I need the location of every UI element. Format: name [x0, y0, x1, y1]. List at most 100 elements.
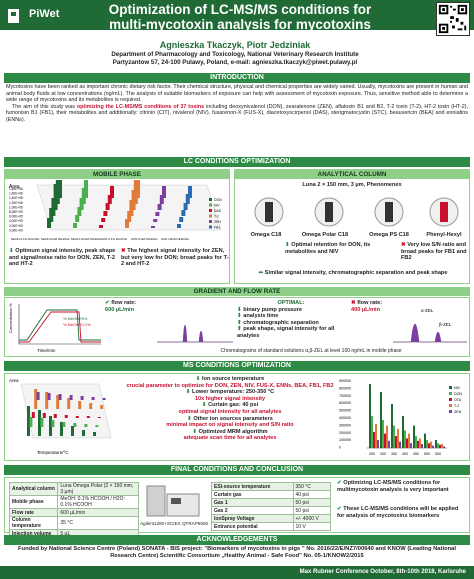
section-ack: ACKNOWLEDGEMENTS	[4, 535, 470, 545]
table-key: Gas 1	[211, 498, 294, 507]
bar	[107, 195, 112, 204]
analytical-column-panel: ANALYTICAL COLUMN Luna 2 × 150 mm, 3 µm,…	[234, 169, 470, 284]
ms-note-2-detail: 10x higher signal intensity	[194, 395, 266, 402]
y-tick-label: 8,00E+05	[9, 210, 23, 214]
y-tick-label: 800000	[339, 386, 351, 390]
bar	[441, 444, 443, 448]
ms-3d-zlabel: Area	[9, 378, 19, 383]
bar	[53, 184, 58, 210]
piwet-logo-icon	[8, 9, 19, 23]
cross-icon: ✖	[121, 248, 126, 254]
bar	[439, 444, 441, 448]
ms-3d-bars	[27, 389, 106, 436]
bar	[97, 417, 101, 418]
bar	[181, 210, 186, 216]
gradient-chart: Time/min Concentration % % MeOH+5% % MeO…	[8, 303, 101, 353]
y-tick-label: 1,40E+06	[9, 196, 23, 200]
table-value: 50 psi	[292, 498, 332, 507]
table-key: ESI-source temperature	[211, 482, 294, 491]
bar	[421, 444, 423, 448]
y-tick-label: 6,00E+05	[9, 215, 23, 219]
bar	[162, 186, 166, 198]
series-label: MeOH 0.1% HCOOH	[11, 237, 39, 241]
analytical-column-header: ANALYTICAL COLUMN	[235, 170, 469, 179]
bar	[42, 413, 46, 418]
bar	[408, 433, 410, 448]
ms-bar-legend: NIV DON OTA T-2 ZEN	[449, 386, 462, 414]
bar	[179, 217, 184, 222]
check-arrow-icon: ⬆	[237, 326, 242, 333]
intro-paragraph-2: The aim of this study was optimizing the…	[6, 104, 468, 124]
gradient-ylabel: Concentration %	[8, 303, 13, 333]
ms-notes: ⬇ Ion source temperature crucial paramet…	[125, 376, 335, 442]
legend-label: DAS	[214, 209, 222, 213]
bar	[58, 394, 62, 400]
table-row: Analytical column Luna Omega Polar (2 × 1…	[8, 482, 139, 496]
table-key: Gas 2	[211, 506, 294, 515]
legend-label: NIV	[454, 386, 461, 390]
bar	[84, 180, 88, 198]
ms-bar-yaxis: 900000 800000 700000 600000 500000 400000 3000…	[339, 379, 351, 450]
bar	[71, 426, 74, 436]
table-key: Analytical column	[8, 482, 59, 496]
y-tick-label: 100000	[339, 438, 351, 442]
intro-aim-highlight: optimizing the LC-MS/MS conditions of 37…	[76, 103, 205, 110]
optimal-item-4: ⬆ peak shape, signal intensity for all a…	[237, 326, 345, 339]
x-tick-label: 300	[380, 452, 386, 456]
bar	[384, 433, 386, 448]
table-key: IonSpray Voltage	[211, 514, 294, 523]
ms-note-4: ⬇ Other ion sources parameters	[125, 416, 335, 423]
affiliation-line-2: Partyzantow 57, 24-100 Pulawy, Poland, e…	[112, 58, 358, 66]
ms-3d-chart: Area Temperature/°C	[9, 378, 112, 455]
table-value: MeOH: 0.1% HCOOH / H2O: 0.1% HCOOH	[57, 495, 139, 509]
bar	[79, 198, 84, 210]
lc-conditions-table: Analytical column Luna Omega Polar (2 × 1…	[8, 482, 139, 538]
mobile-no-note: ✖ The highest signal intensity for ZEN, …	[121, 248, 229, 268]
bar	[102, 398, 106, 400]
legend-swatch	[449, 398, 452, 401]
ms-conditions-table: ESI-source temperature 350 °C Curtain gas 4…	[211, 482, 332, 531]
bar	[53, 414, 57, 418]
check-arrow-icon: ⬇	[187, 415, 192, 422]
intro-aim: The aim of this study was	[12, 103, 77, 110]
columns-illustration	[254, 197, 459, 227]
bar	[67, 398, 71, 409]
instrument-icon	[146, 485, 200, 517]
bar	[51, 420, 55, 427]
chromatogram-400: α-ZEL β-ZEL	[393, 308, 467, 343]
legend-swatch	[449, 404, 452, 407]
check-arrow-icon: ⬇	[9, 248, 14, 254]
funding-text: Funded by National Science Centre (Polan…	[18, 546, 456, 559]
y-tick-label: 1,80E+06	[9, 187, 23, 191]
bar	[101, 218, 106, 222]
bar	[60, 422, 63, 436]
ms-note-3: ⬇ Curtain gas: 40 psi	[125, 402, 335, 409]
ms-note-1: ⬇ Ion source temperature	[125, 376, 335, 383]
bar	[84, 424, 88, 427]
legend-label: DON	[214, 198, 222, 202]
check-arrow-icon: ⬇	[185, 389, 191, 396]
legend-label: ZEN	[214, 220, 221, 224]
gradient-optimal: OPTIMAL: ⬇ binary pump pressure ⬇ analys…	[237, 300, 345, 340]
bar	[27, 406, 30, 436]
column-no-text: Very low S/N ratio and broad peaks for F…	[401, 242, 467, 262]
logo-text: PiWet	[29, 8, 60, 20]
poster-title: Optimization of LC-MS/MS conditions for …	[80, 2, 400, 47]
instrument-label: Agilent1260+SCIEX QTRAP6500	[139, 521, 209, 526]
section-introduction: INTRODUCTION	[4, 73, 470, 83]
bar	[443, 446, 445, 448]
bar	[49, 208, 54, 222]
check-icon: ✔	[337, 480, 342, 486]
gradient-line-2	[19, 311, 101, 343]
mobile-ok-note: ⬇ Optimum signal intensity, peak shape a…	[9, 248, 117, 268]
bar	[155, 212, 160, 216]
ms-bar-xaxis: 250 300 350 400 450 500 550	[369, 452, 441, 456]
section-ms: MS CONDITIONS OPTIMIZATION	[4, 361, 470, 371]
bar	[157, 204, 162, 210]
bar	[404, 430, 406, 448]
legend-label: OTA	[454, 398, 462, 402]
bar	[129, 200, 134, 216]
ms-note-5-title: Optimized MRM algorithm	[198, 428, 268, 435]
bar	[133, 180, 138, 204]
table-row: IonSpray Voltage +/- 4000 V	[211, 514, 332, 523]
